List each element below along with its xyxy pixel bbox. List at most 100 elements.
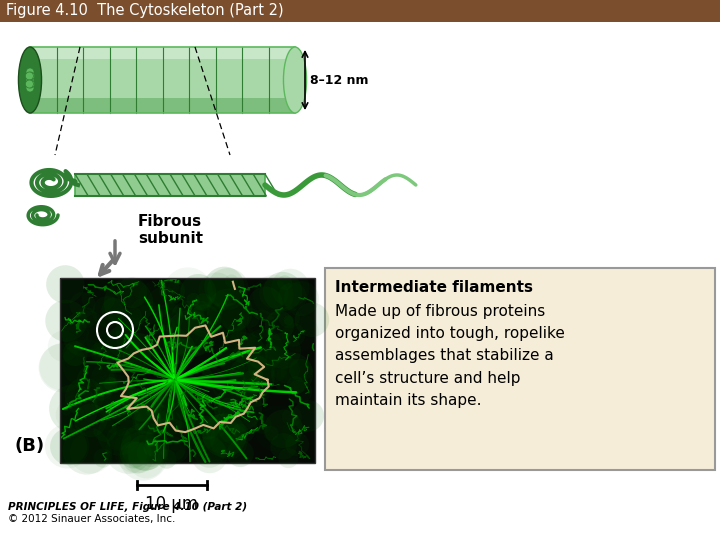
Circle shape [265, 333, 301, 369]
Circle shape [202, 414, 240, 453]
Circle shape [166, 379, 194, 408]
Circle shape [149, 312, 163, 326]
Circle shape [26, 76, 34, 84]
Circle shape [243, 370, 260, 387]
Circle shape [107, 325, 140, 357]
Circle shape [143, 440, 159, 456]
Circle shape [49, 384, 98, 433]
Circle shape [247, 309, 275, 338]
Circle shape [207, 288, 253, 334]
Circle shape [145, 418, 193, 465]
Circle shape [287, 380, 312, 404]
Circle shape [278, 282, 307, 311]
Circle shape [282, 323, 305, 347]
Circle shape [253, 415, 271, 434]
Circle shape [119, 306, 143, 329]
Circle shape [97, 413, 140, 456]
Circle shape [240, 308, 260, 328]
Circle shape [227, 440, 254, 467]
Circle shape [27, 72, 35, 80]
Bar [30, 47, 295, 58]
Circle shape [65, 377, 104, 417]
Circle shape [171, 339, 194, 363]
Circle shape [45, 300, 87, 342]
Circle shape [148, 404, 172, 429]
Circle shape [121, 388, 144, 410]
Circle shape [92, 296, 123, 327]
Circle shape [132, 406, 161, 435]
Circle shape [91, 364, 117, 389]
Circle shape [202, 369, 212, 380]
Circle shape [259, 279, 289, 308]
Circle shape [199, 273, 235, 309]
Circle shape [156, 303, 184, 331]
Text: © 2012 Sinauer Associates, Inc.: © 2012 Sinauer Associates, Inc. [8, 514, 176, 524]
Circle shape [265, 339, 288, 361]
Circle shape [175, 382, 222, 429]
Circle shape [243, 329, 284, 369]
Circle shape [25, 80, 33, 88]
Bar [60, 278, 315, 463]
Ellipse shape [284, 47, 307, 113]
Circle shape [160, 436, 186, 462]
Circle shape [188, 305, 221, 338]
Text: Intermediate filaments: Intermediate filaments [335, 280, 533, 295]
Circle shape [233, 346, 251, 363]
Circle shape [285, 433, 310, 456]
Circle shape [229, 354, 275, 400]
Circle shape [159, 278, 185, 304]
Circle shape [109, 359, 140, 391]
Circle shape [217, 397, 239, 420]
Ellipse shape [19, 47, 42, 113]
Circle shape [141, 376, 189, 424]
Circle shape [217, 406, 257, 445]
Circle shape [126, 389, 158, 421]
Circle shape [122, 442, 153, 473]
Circle shape [45, 424, 89, 469]
Circle shape [284, 315, 294, 325]
Circle shape [203, 415, 226, 438]
Circle shape [120, 333, 158, 371]
Circle shape [214, 384, 262, 433]
Text: 8–12 nm: 8–12 nm [310, 73, 369, 86]
Circle shape [248, 343, 289, 384]
Circle shape [105, 428, 151, 474]
Circle shape [174, 421, 184, 431]
Circle shape [39, 343, 88, 393]
Circle shape [186, 330, 212, 356]
Circle shape [225, 274, 238, 288]
Circle shape [204, 267, 245, 307]
Circle shape [106, 347, 125, 366]
Circle shape [127, 384, 148, 406]
Circle shape [263, 272, 302, 311]
Circle shape [289, 359, 312, 382]
Circle shape [264, 426, 279, 441]
Circle shape [163, 332, 195, 364]
Bar [0, 0, 720, 22]
Bar [60, 278, 315, 463]
Circle shape [220, 431, 231, 442]
Circle shape [186, 293, 200, 307]
Circle shape [81, 280, 115, 314]
Circle shape [90, 374, 138, 421]
Circle shape [157, 449, 176, 469]
Circle shape [94, 381, 113, 401]
Text: PRINCIPLES OF LIFE, Figure 4.10 (Part 2): PRINCIPLES OF LIFE, Figure 4.10 (Part 2) [8, 502, 247, 512]
Circle shape [248, 355, 276, 383]
Circle shape [248, 377, 262, 391]
Circle shape [212, 369, 248, 403]
Circle shape [63, 427, 111, 475]
Circle shape [117, 277, 148, 308]
Circle shape [163, 267, 213, 317]
Circle shape [107, 426, 131, 451]
Bar [75, 174, 265, 196]
Circle shape [104, 278, 153, 328]
Circle shape [70, 292, 96, 318]
Circle shape [109, 330, 125, 346]
Circle shape [236, 404, 248, 415]
Circle shape [76, 307, 96, 328]
Circle shape [151, 395, 163, 407]
Circle shape [277, 275, 292, 291]
Circle shape [185, 383, 200, 399]
Circle shape [294, 302, 329, 337]
